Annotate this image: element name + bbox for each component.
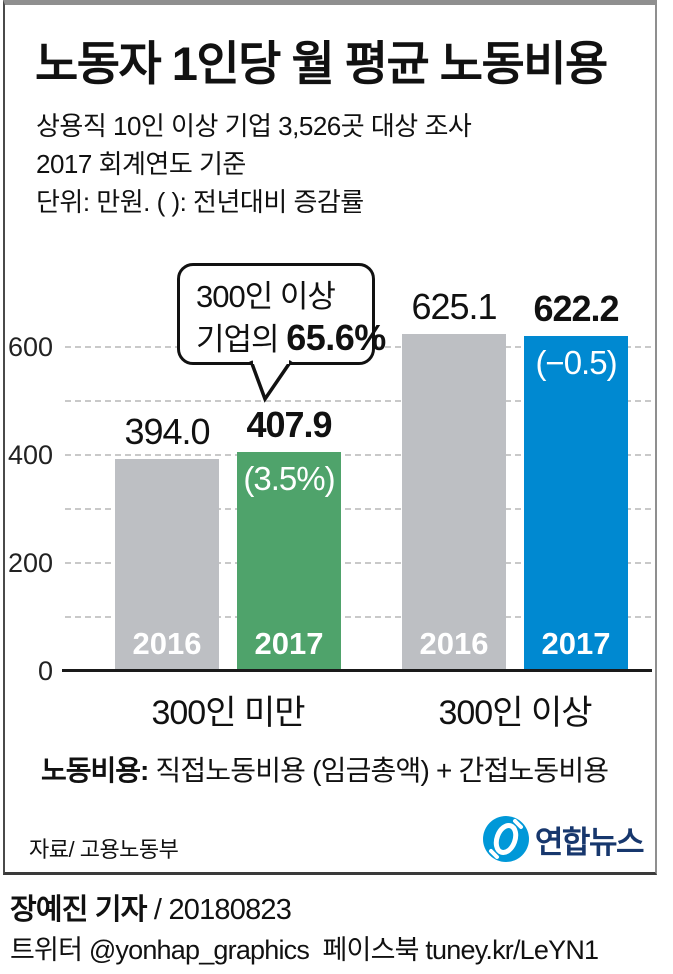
yonhap-logo-icon — [482, 816, 529, 862]
change-label-over300: (−0.5) — [535, 344, 617, 381]
bar-2017-under300: (3.5%) 2017 — [237, 452, 341, 672]
bar-year-label: 2017 — [254, 626, 324, 661]
bar-year-label: 2017 — [541, 626, 611, 661]
gridline-100 — [65, 616, 651, 618]
value-label-407-9: 407.9 — [246, 404, 332, 445]
gridline-500 — [65, 400, 651, 402]
x-axis-line — [62, 669, 652, 672]
change-label-under300: (3.5%) — [243, 460, 335, 497]
category-label-under300: 300인 미만 — [151, 694, 305, 732]
yonhap-logo-text: 연합뉴스 — [534, 824, 645, 860]
callout-bubble: 300인 이상 기업의 65.6% — [177, 263, 386, 365]
bar-year-label: 2016 — [419, 626, 489, 661]
bar-2016-under300: 2016 — [115, 459, 219, 672]
graphic-frame: 노동자 1인당 월 평균 노동비용 상용직 10인 이상 기업 3,526곳 대… — [3, 0, 657, 875]
bar-year-label: 2016 — [132, 626, 202, 661]
value-label-394: 394.0 — [124, 411, 210, 452]
y-tick-200: 200 — [7, 548, 53, 578]
callout-line-1: 300인 이상 — [196, 279, 336, 314]
bar-2017-over300: (−0.5) 2017 — [524, 336, 628, 672]
callout-tail — [249, 360, 293, 403]
bar-2016-over300: 2016 — [402, 334, 506, 672]
gridline-400 — [65, 454, 651, 456]
subtitle-line-2: 2017 회계연도 기준 — [36, 149, 246, 179]
category-label-over300: 300인 이상 — [438, 694, 592, 732]
footnote: 노동비용: 직접노동비용 (임금총액) + 간접노동비용 — [41, 755, 609, 786]
social-footer: 트위터 @yonhap_graphics 페이스북 tuney.kr/LeYN1 — [10, 935, 599, 965]
callout-line-2: 기업의 65.6% — [196, 317, 386, 358]
subtitle-line-1: 상용직 10인 이상 기업 3,526곳 대상 조사 — [36, 111, 472, 141]
value-label-622-2: 622.2 — [533, 288, 619, 329]
byline: 장예진 기자 / 20180823 — [10, 894, 292, 926]
y-tick-400: 400 — [7, 440, 53, 470]
y-tick-600: 600 — [7, 332, 53, 362]
subtitle-block: 상용직 10인 이상 기업 3,526곳 대상 조사 2017 회계연도 기준 … — [36, 107, 472, 221]
gridline-300 — [65, 508, 651, 510]
y-tick-0: 0 — [37, 656, 53, 686]
gridline-200 — [65, 562, 651, 564]
value-label-625-1: 625.1 — [411, 286, 497, 327]
source-text: 자료/ 고용노동부 — [29, 837, 179, 862]
page-title: 노동자 1인당 월 평균 노동비용 — [35, 37, 608, 90]
yonhap-logo: 연합뉴스 — [482, 815, 645, 863]
subtitle-line-3: 단위: 만원. ( ): 전년대비 증감률 — [36, 187, 364, 217]
